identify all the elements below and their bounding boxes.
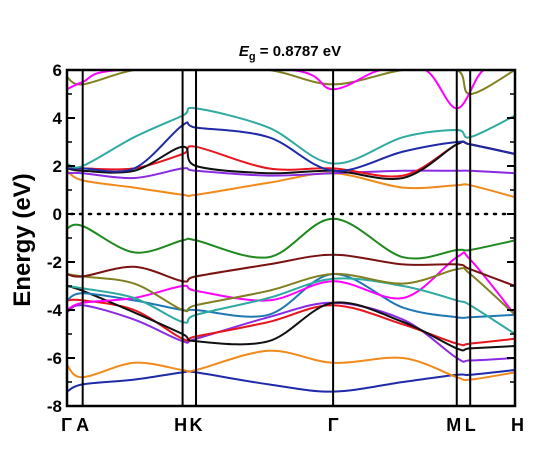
band-7 (67, 251, 515, 316)
title-value: = 0.8787 eV (256, 43, 342, 60)
title-subscript: g (249, 51, 256, 63)
k-label-7: L (465, 415, 476, 435)
k-label-1: Γ (61, 415, 72, 435)
band-18 (67, 70, 515, 95)
chart-title: Eg = 0.8787 eV (239, 43, 341, 63)
y-tick-label: -4 (47, 301, 63, 320)
k-label-4: K (190, 415, 203, 435)
band-5 (67, 285, 515, 352)
y-tick-label: -8 (47, 397, 62, 416)
y-axis-ticks: -8 -6 -4 -2 0 2 4 6 (47, 61, 515, 416)
band-2 (67, 349, 515, 382)
band-11 (67, 217, 515, 260)
y-tick-label: 0 (53, 205, 62, 224)
y-axis-label: Energy (eV) (9, 173, 36, 306)
k-label-6: M (446, 415, 461, 435)
band-16 (67, 121, 515, 173)
band-9 (67, 267, 515, 316)
k-label-8: H (511, 415, 524, 435)
band-lines (67, 70, 515, 393)
band-1 (67, 369, 515, 393)
band-17 (67, 106, 515, 169)
band-3 (67, 301, 515, 363)
title-prefix: E (239, 43, 250, 60)
band-15 (67, 140, 515, 180)
k-label-5: Γ (328, 415, 339, 435)
k-label-3: H (174, 415, 187, 435)
y-tick-label: 2 (53, 157, 62, 176)
y-tick-label: 4 (53, 109, 63, 128)
y-tick-label: 6 (53, 61, 62, 80)
y-tick-label: -6 (47, 349, 62, 368)
k-label-2: A (76, 415, 89, 435)
k-point-lines (81, 70, 472, 406)
band-13 (67, 167, 515, 180)
band-12 (67, 169, 515, 199)
band-4 (67, 298, 515, 347)
y-tick-label: -2 (47, 253, 62, 272)
plot-frame (65, 68, 517, 408)
band-19 (67, 70, 515, 110)
band-10 (67, 253, 515, 287)
band-8 (67, 277, 515, 335)
